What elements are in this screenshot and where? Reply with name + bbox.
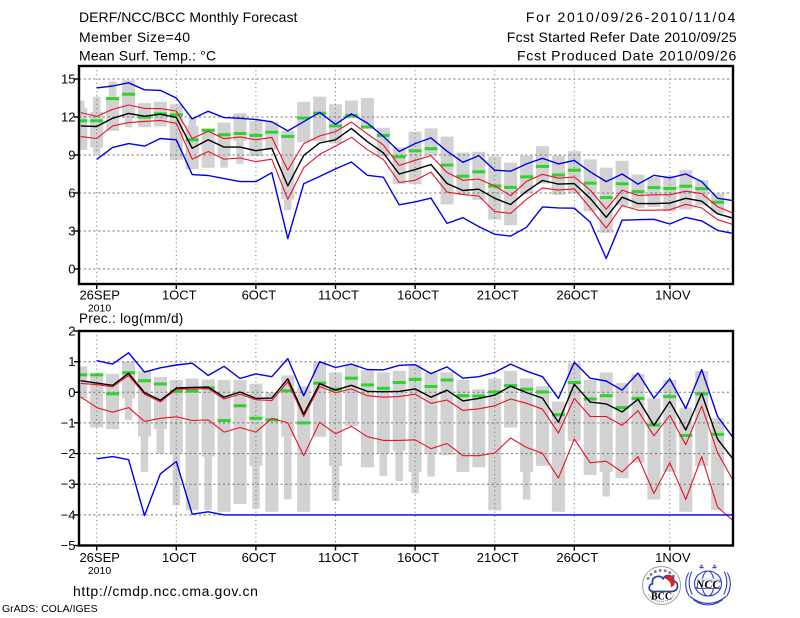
svg-text:Member Size=40: Member Size=40	[79, 29, 190, 45]
svg-text:1OCT: 1OCT	[162, 550, 197, 565]
svg-text:BCC: BCC	[651, 592, 672, 603]
svg-text:−2: −2	[61, 446, 76, 461]
svg-text:26SEP: 26SEP	[79, 550, 119, 565]
svg-text:26OCT: 26OCT	[556, 550, 598, 565]
svg-text:GrADS: COLA/IGES: GrADS: COLA/IGES	[2, 603, 98, 615]
svg-text:6OCT: 6OCT	[242, 550, 277, 565]
svg-text:0: 0	[68, 262, 75, 277]
svg-text:−3: −3	[61, 477, 76, 492]
svg-text:11OCT: 11OCT	[318, 550, 359, 565]
svg-text:0: 0	[68, 385, 75, 400]
svg-text:For 2010/09/26-2010/11/04: For 2010/09/26-2010/11/04	[526, 9, 737, 25]
svg-text:2010: 2010	[88, 303, 112, 315]
svg-text:15: 15	[61, 72, 75, 87]
svg-text:6OCT: 6OCT	[242, 288, 277, 303]
svg-text:DERF/NCC/BCC Monthly Forecast: DERF/NCC/BCC Monthly Forecast	[79, 9, 298, 25]
svg-text:Fcst Started Refer Date 2010/0: Fcst Started Refer Date 2010/09/25	[507, 29, 737, 45]
svg-text:6: 6	[68, 186, 75, 201]
svg-text:http://cmdp.ncc.cma.gov.cn: http://cmdp.ncc.cma.gov.cn	[73, 583, 259, 599]
svg-text:1: 1	[68, 354, 75, 369]
svg-text:Mean Surf. Temp.: °C: Mean Surf. Temp.: °C	[79, 48, 216, 64]
svg-text:21OCT: 21OCT	[477, 550, 519, 565]
svg-text:12: 12	[61, 110, 75, 125]
svg-text:26OCT: 26OCT	[556, 288, 598, 303]
svg-text:1OCT: 1OCT	[162, 288, 197, 303]
svg-text:2: 2	[68, 324, 75, 339]
svg-text:−5: −5	[61, 538, 76, 553]
svg-text:16OCT: 16OCT	[397, 550, 439, 565]
svg-text:16OCT: 16OCT	[397, 288, 439, 303]
svg-text:NCC: NCC	[695, 577, 722, 591]
svg-text:21OCT: 21OCT	[477, 288, 519, 303]
svg-text:2010: 2010	[88, 565, 112, 577]
svg-text:Prec.: log(mm/d): Prec.: log(mm/d)	[79, 311, 184, 326]
svg-text:1NOV: 1NOV	[655, 288, 691, 303]
svg-text:26SEP: 26SEP	[79, 288, 119, 303]
svg-text:11OCT: 11OCT	[318, 288, 359, 303]
svg-text:3: 3	[68, 224, 75, 239]
svg-text:−1: −1	[61, 415, 76, 430]
svg-text:Fcst Produced Date 2010/09/26: Fcst Produced Date 2010/09/26	[517, 48, 737, 64]
svg-text:9: 9	[68, 148, 75, 163]
svg-text:−4: −4	[61, 507, 76, 522]
svg-text:1NOV: 1NOV	[655, 550, 691, 565]
